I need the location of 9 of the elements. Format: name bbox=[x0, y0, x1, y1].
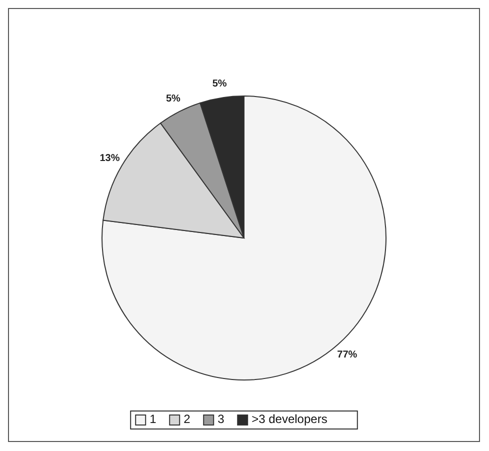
data-label: 5% bbox=[166, 94, 181, 105]
data-label: 77% bbox=[337, 350, 358, 361]
legend-label: 1 bbox=[150, 412, 157, 426]
legend-label: 2 bbox=[184, 412, 191, 426]
legend-label: 3 bbox=[218, 412, 225, 426]
data-label: 5% bbox=[212, 78, 227, 90]
pie-slice bbox=[102, 96, 386, 380]
data-label: 13% bbox=[100, 153, 120, 164]
legend-label: >3 developers bbox=[252, 412, 328, 426]
